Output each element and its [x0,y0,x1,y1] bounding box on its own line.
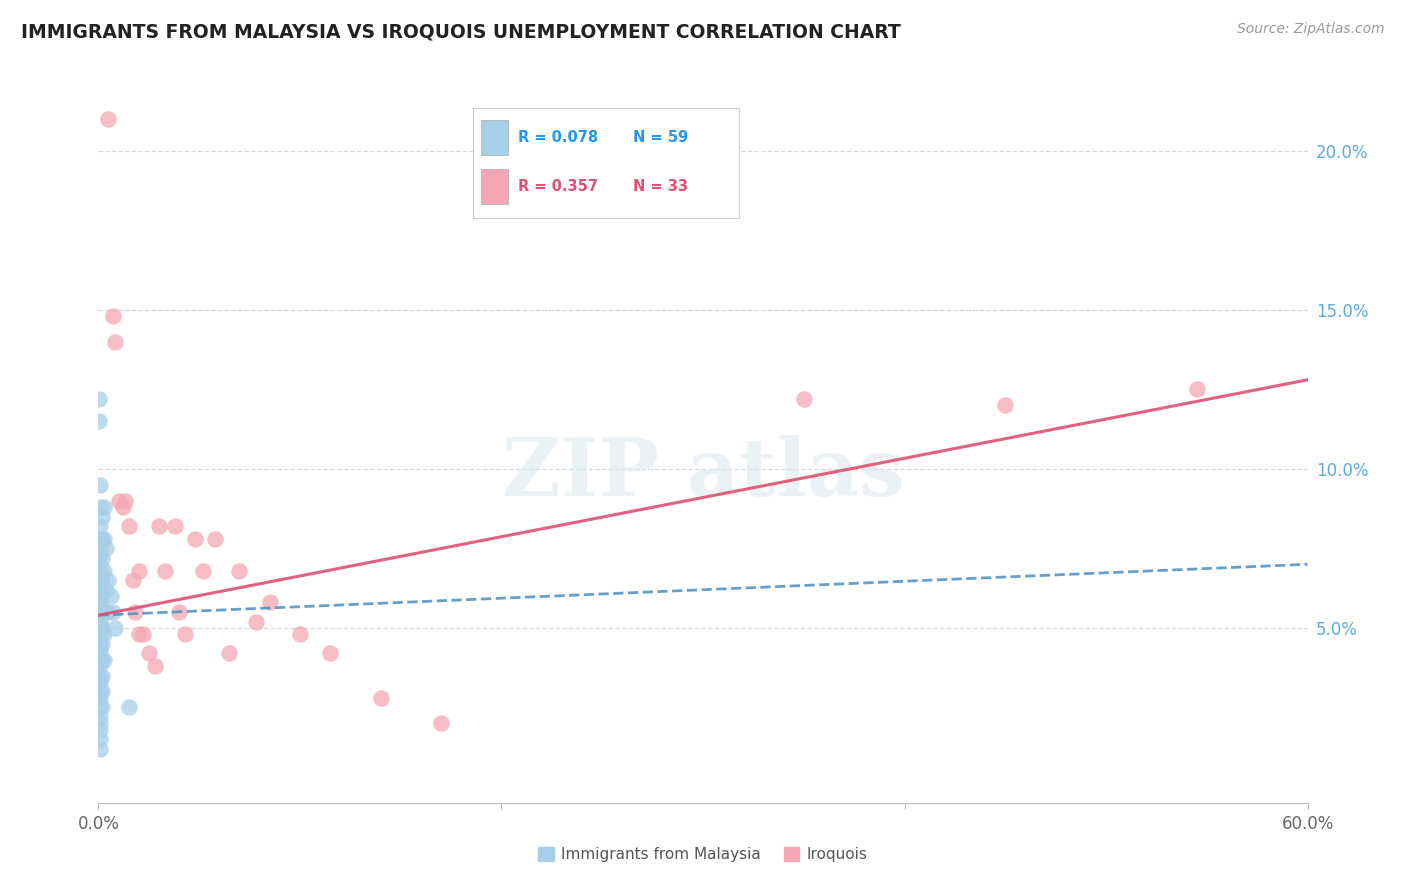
Point [138,646,160,660]
Point [89,414,111,428]
Point [89,716,111,731]
Point [184,532,207,546]
Point [89,675,111,690]
Text: IMMIGRANTS FROM MALAYSIA VS IROQUOIS UNEMPLOYMENT CORRELATION CHART: IMMIGRANTS FROM MALAYSIA VS IROQUOIS UNE… [21,22,901,41]
Point [96,541,118,556]
Point [89,710,111,724]
Point [218,646,240,660]
Point [101,605,124,619]
Point [319,646,342,660]
Point [101,310,124,324]
Point [97,573,120,587]
Point [193,564,215,578]
Point [89,500,111,514]
Point [89,627,111,641]
Point [89,653,111,667]
Point [89,564,111,578]
Point [121,573,143,587]
Point [103,621,125,635]
Point [89,615,111,629]
Point [89,605,111,619]
Point [163,519,186,533]
Point [167,605,190,619]
Point [97,605,120,619]
Point [89,477,111,491]
Point [124,605,146,619]
Point [118,519,141,533]
Point [91,637,114,651]
Point [89,573,111,587]
Point [91,684,114,698]
Text: ZIP atlas: ZIP atlas [502,434,904,513]
Point [97,112,120,126]
Point [245,615,267,629]
Point [93,605,115,619]
Point [128,564,150,578]
Point [89,700,111,714]
Point [96,605,118,619]
Point [114,493,136,508]
Point [91,700,114,714]
Point [259,595,281,609]
Point [89,659,111,673]
Point [91,653,114,667]
Point [91,509,114,524]
Point [89,732,111,747]
Point [91,589,114,603]
Point [89,723,111,737]
Point [89,690,111,705]
Point [118,700,141,714]
Point [148,519,170,533]
Point [132,627,155,641]
Point [994,398,1017,412]
Point [91,550,114,565]
Point [93,500,115,514]
Point [370,690,392,705]
Point [89,541,111,556]
Point [100,589,122,603]
Point [430,716,453,731]
Point [91,668,114,682]
Point [91,621,114,635]
Point [96,582,118,597]
Point [128,627,150,641]
Point [93,627,115,641]
Point [204,532,226,546]
Point [288,627,311,641]
Point [91,605,114,619]
Point [89,580,111,594]
Point [89,643,111,657]
Point [1185,383,1208,397]
Point [93,532,115,546]
Point [89,548,111,562]
Point [793,392,815,406]
Legend: Immigrants from Malaysia, Iroquois: Immigrants from Malaysia, Iroquois [533,841,873,868]
Point [89,532,111,546]
Point [89,392,111,406]
Point [111,500,134,514]
Point [93,564,115,578]
Point [91,532,114,546]
Point [91,573,114,587]
Point [143,659,166,673]
Point [89,589,111,603]
Point [103,334,125,349]
Point [89,741,111,756]
Point [89,637,111,651]
Point [89,519,111,533]
Text: Source: ZipAtlas.com: Source: ZipAtlas.com [1237,22,1385,37]
Point [89,558,111,572]
Point [89,621,111,635]
Point [174,627,197,641]
Point [153,564,176,578]
Point [89,595,111,609]
Point [93,653,115,667]
Point [107,493,129,508]
Point [89,684,111,698]
Point [89,668,111,682]
Point [228,564,250,578]
